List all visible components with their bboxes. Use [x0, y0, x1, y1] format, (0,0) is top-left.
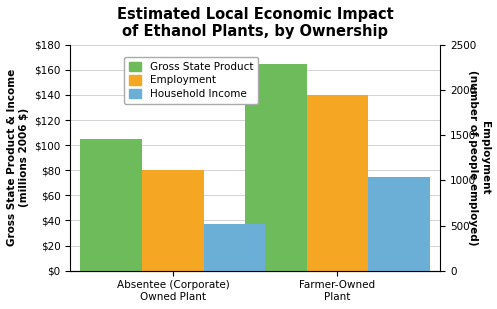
Bar: [81, 139, 142, 271]
Legend: Gross State Product, Employment, Household Income: Gross State Product, Employment, Househo…: [124, 57, 258, 104]
Y-axis label: Gross State Product & Income
(millions 2006 $): Gross State Product & Income (millions 2…: [7, 69, 28, 246]
Title: Estimated Local Economic Impact
of Ethanol Plants, by Ownership: Estimated Local Economic Impact of Ethan…: [117, 7, 394, 39]
Y-axis label: Employment
(number of people employed): Employment (number of people employed): [469, 70, 490, 245]
Bar: [368, 176, 430, 271]
Bar: [142, 170, 204, 271]
Bar: [307, 95, 368, 271]
Bar: [245, 64, 307, 271]
Bar: [204, 224, 265, 271]
